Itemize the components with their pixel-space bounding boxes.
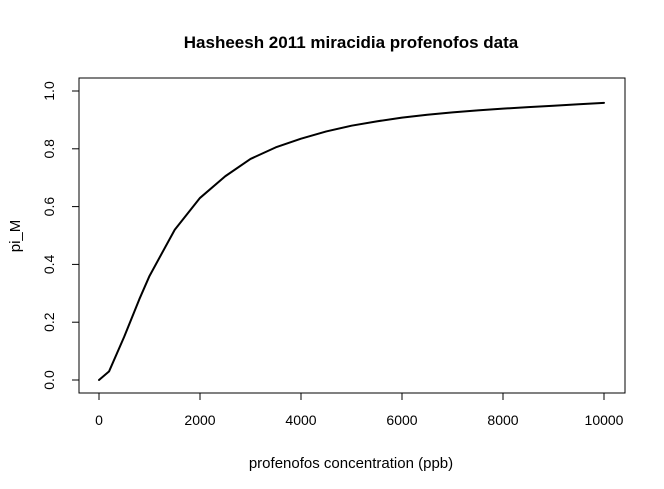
x-axis: 0 2000 4000 6000 8000 10000 bbox=[95, 392, 624, 428]
y-tick-label: 0.2 bbox=[41, 312, 57, 332]
y-axis: 0.0 0.2 0.4 0.6 0.8 1.0 bbox=[41, 81, 80, 390]
chart-title: Hasheesh 2011 miracidia profenofos data bbox=[184, 33, 519, 52]
y-tick-label: 0.6 bbox=[41, 197, 57, 217]
series-line bbox=[98, 101, 605, 381]
series-layer bbox=[98, 101, 605, 381]
x-tick-label: 8000 bbox=[487, 412, 518, 428]
x-tick-label: 10000 bbox=[585, 412, 624, 428]
x-tick-label: 2000 bbox=[184, 412, 215, 428]
y-tick-label: 0.0 bbox=[41, 370, 57, 390]
y-tick-label: 0.8 bbox=[41, 139, 57, 159]
y-tick-label: 0.4 bbox=[41, 254, 57, 274]
x-axis-title: profenofos concentration (ppb) bbox=[249, 455, 453, 472]
x-tick-label: 6000 bbox=[386, 412, 417, 428]
x-tick-label: 0 bbox=[95, 412, 103, 428]
y-axis-title: pi_M bbox=[7, 220, 24, 253]
x-tick-label: 4000 bbox=[285, 412, 316, 428]
y-tick-label: 1.0 bbox=[41, 81, 57, 101]
